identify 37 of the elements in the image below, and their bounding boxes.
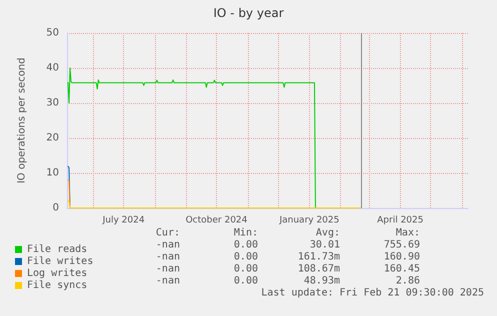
text: 755.69 [384, 240, 420, 250]
text: 0.00 [234, 264, 258, 274]
text: Avg: [316, 228, 340, 238]
text: -nan [156, 252, 180, 262]
text: Max: [396, 228, 420, 238]
y-tick-label: 30 [46, 98, 59, 108]
text: Min: [234, 228, 258, 238]
x-tick-label: January 2025 [278, 216, 340, 226]
x-tick-label: October 2024 [186, 216, 248, 226]
text: 160.45 [384, 264, 420, 274]
text: Cur: [156, 228, 180, 238]
text: 161.73m [298, 252, 340, 262]
y-tick-label: 20 [46, 132, 59, 144]
text: 0.00 [234, 240, 258, 250]
text: Last update: Fri Feb 21 09:30:00 2025 [261, 288, 484, 298]
text: -nan [156, 276, 180, 286]
text: -nan [156, 240, 180, 250]
legend-label: File reads [27, 244, 88, 255]
text: 2.86 [396, 276, 420, 286]
text: 30.01 [310, 240, 340, 250]
y-tick-label: 40 [46, 62, 59, 74]
text: -nan [156, 264, 180, 274]
y-tick-label: 50 [46, 28, 59, 38]
x-tick-label: April 2025 [377, 216, 424, 226]
text: 0.00 [234, 252, 258, 262]
y-tick-label: 10 [46, 168, 59, 178]
y-tick-label: 0 [52, 202, 59, 214]
chart-title: IO - by year [213, 6, 284, 20]
legend-label: File syncs [27, 280, 88, 291]
text: 160.90 [384, 252, 420, 262]
text: 108.67m [298, 264, 340, 274]
text: 48.93m [304, 276, 340, 286]
legend-label: File writes [27, 256, 94, 267]
text: 0.00 [234, 276, 258, 286]
x-tick-label: July 2024 [102, 216, 145, 226]
legend-label: Log writes [27, 268, 88, 279]
y-axis-title: IO operations per second [16, 58, 28, 184]
